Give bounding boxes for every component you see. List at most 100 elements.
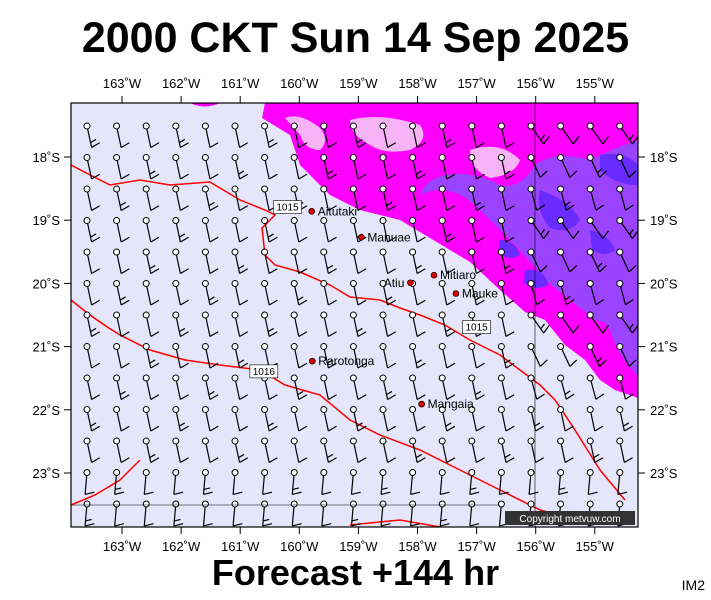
wind-barb [379, 437, 397, 464]
wind-barb [290, 311, 308, 338]
wind-barb [83, 374, 101, 401]
wind-barb [349, 343, 367, 369]
wind-barb [438, 500, 450, 527]
wind-barb [586, 185, 605, 211]
wind-barb [349, 374, 367, 401]
wind-barb [616, 217, 638, 239]
wind-barb [527, 374, 545, 400]
wind-barb [379, 469, 391, 495]
wind-barb [113, 311, 130, 338]
wind-barb [616, 343, 637, 367]
wind-barb [497, 469, 509, 495]
map-title: 2000 CKT Sun 14 Sep 2025 [81, 14, 630, 62]
lon-label: 158˚W [398, 76, 437, 91]
wind-barb [231, 311, 249, 338]
wind-barb [172, 406, 189, 432]
place-label: Mangaia [428, 397, 474, 411]
wind-barb [409, 311, 426, 338]
wind-barb [557, 374, 575, 400]
wind-barb [438, 217, 456, 243]
isobar-label-box [462, 320, 491, 334]
wind-barb [409, 406, 426, 432]
wind-barb [320, 437, 337, 464]
wind-barb [231, 217, 249, 243]
wind-barb [349, 469, 361, 495]
wind-barb [261, 500, 273, 527]
wind-barb [261, 406, 278, 432]
wind-barb [557, 406, 574, 432]
wind-barb [142, 406, 160, 432]
copyright-box [505, 511, 635, 525]
lon-label: 156˚W [517, 539, 556, 554]
wind-barb [616, 469, 628, 495]
isobar-label: 1016 [253, 367, 276, 378]
wind-barb [290, 469, 302, 495]
wind-barb [527, 248, 548, 273]
wind-barb [83, 154, 101, 180]
wind-barb [468, 343, 485, 369]
wind-barb [409, 374, 426, 401]
place-label: Mitiaro [440, 268, 476, 282]
lon-label: 158˚W [398, 539, 437, 554]
copyright-text: Copyright metvuw.com [519, 514, 620, 525]
wind-barb [261, 122, 278, 149]
wind-barb [201, 154, 219, 180]
wind-barb [409, 343, 426, 369]
wind-barb [320, 374, 337, 401]
wind-barb [231, 406, 249, 432]
wind-barb [142, 374, 160, 401]
wind-barb [172, 185, 189, 212]
wind-barb [438, 374, 456, 401]
wind-barb [438, 437, 456, 464]
wind-barb [409, 217, 426, 243]
wind-barb [261, 437, 278, 464]
place-label: Aitutaki [318, 204, 357, 218]
wind-barb [379, 185, 397, 212]
place-label: Rarotonga [318, 354, 374, 368]
wind-barb [527, 185, 545, 211]
wind-barb [172, 500, 184, 527]
lon-label: 162˚W [162, 76, 201, 91]
wind-barb [113, 437, 130, 464]
wind-barb [83, 500, 95, 527]
wind-barb [142, 500, 154, 527]
wind-barb [290, 154, 308, 180]
wind-barb [201, 248, 219, 275]
wind-barb [231, 185, 249, 212]
wind-barb [497, 343, 515, 369]
lon-label: 157˚W [457, 539, 496, 554]
wind-barb [172, 154, 189, 180]
wind-barb [616, 280, 634, 306]
wind-barb [231, 248, 249, 275]
wind-barb [142, 185, 160, 212]
wind-barb [290, 500, 302, 527]
wind-barb [201, 185, 219, 212]
wind-barb [113, 248, 130, 275]
wind-barb [438, 154, 456, 180]
wind-barb [231, 374, 249, 401]
wind-barb [231, 437, 249, 464]
lat-label: 21˚S [33, 340, 61, 355]
wind-barb [616, 122, 638, 145]
wind-barb [83, 437, 101, 464]
wind-barb [261, 154, 278, 180]
wind-barb [113, 406, 130, 432]
wind-barb [320, 406, 337, 432]
wind-barb [83, 280, 101, 306]
wind-barb [468, 437, 485, 464]
wind-barb [349, 248, 367, 275]
lon-label: 161˚W [221, 76, 260, 91]
wind-barb [409, 437, 426, 464]
wind-barb [379, 343, 397, 369]
wind-barb [557, 469, 569, 495]
wind-barb [172, 437, 189, 464]
lat-label: 22˚S [33, 403, 61, 418]
wind-barb [261, 311, 278, 338]
wind-barb [527, 311, 550, 334]
wind-barb [468, 374, 485, 401]
place-marker [308, 208, 316, 215]
wind-barb [586, 280, 605, 306]
wind-barb [438, 122, 456, 149]
wind-barb [468, 500, 480, 527]
wind-barb [468, 154, 485, 180]
